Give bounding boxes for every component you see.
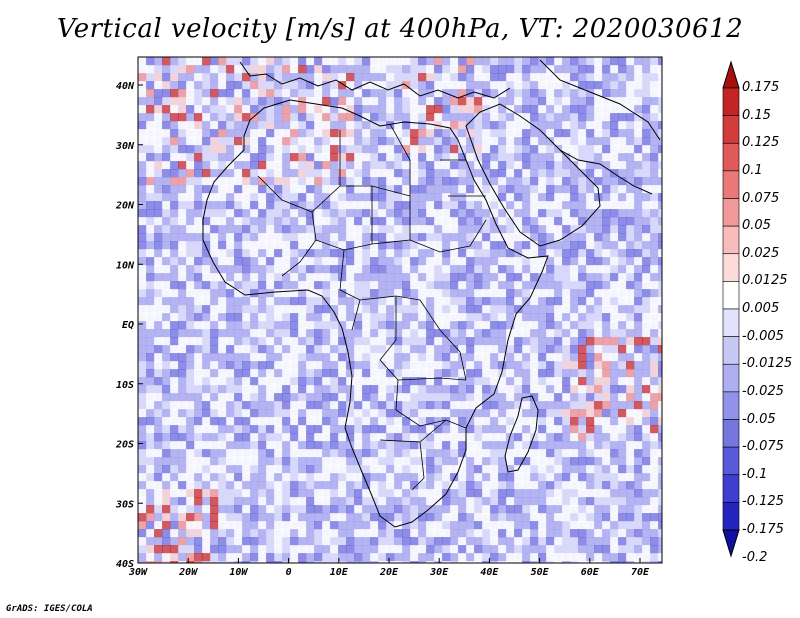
colorbar-level-label: 0.1	[742, 162, 763, 178]
europe-coastline	[239, 61, 511, 99]
colorbar-swatch	[722, 308, 740, 337]
colorbar-level-label: 0.075	[742, 190, 780, 206]
colorbar-level-label: -0.05	[742, 411, 776, 427]
lon-tick-label: 40E	[480, 567, 499, 578]
lat-tick-label: EQ	[122, 320, 134, 331]
colorbar-level-label: 0.005	[742, 301, 780, 316]
colorbar-swatch	[722, 281, 740, 310]
persian-gulf	[559, 149, 653, 195]
colorbar-swatch	[722, 198, 740, 227]
colorbar-swatch	[722, 336, 740, 365]
arabia-coastline	[465, 103, 601, 247]
lon-tick-label: 10W	[229, 567, 248, 578]
colorbar-swatch	[722, 87, 740, 116]
colorbar-level-label: 0.125	[742, 135, 780, 151]
colorbar-swatch	[722, 253, 740, 282]
country-borders	[257, 123, 487, 491]
lon-tick-label: 30E	[429, 567, 449, 578]
colorbar-level-label: -0.025	[742, 383, 784, 399]
lon-tick-label: 30W	[128, 567, 148, 578]
colorbar-level-label: -0.075	[742, 439, 784, 455]
colorbar-swatch	[722, 446, 740, 476]
vertical-velocity-field	[138, 57, 662, 563]
colorbar-level-label: 0.025	[742, 245, 780, 261]
asia-coastline	[539, 59, 661, 141]
colorbar-level-label: 0.175	[742, 80, 780, 95]
colorbar-swatch	[722, 363, 740, 393]
colorbar-level-label: 0.15	[742, 107, 771, 123]
map-title: Vertical velocity [m/s] at 400hPa, VT: 2…	[56, 14, 744, 44]
colorbar-top-arrow	[722, 60, 740, 89]
colorbar-swatch	[722, 225, 740, 255]
colorbar-swatch	[722, 115, 740, 144]
plot-frame	[137, 56, 663, 564]
colorbar-swatch	[722, 142, 740, 172]
colorbar-swatch	[722, 502, 740, 531]
lon-tick-label: 0	[286, 567, 292, 578]
africa-coastline	[202, 99, 549, 528]
lon-tick-label: 20E	[379, 567, 399, 578]
colorbar-level-label: -0.175	[742, 522, 784, 537]
colorbar-level-label: -0.1	[742, 466, 768, 482]
lat-tick-label: 30S	[115, 499, 134, 510]
colorbar	[722, 60, 740, 558]
grads-credit: GrADS: IGES/COLA	[6, 604, 93, 614]
colorbar-level-label: 0.0125	[742, 273, 788, 289]
colorbar-level-label: -0.2	[742, 549, 768, 565]
lat-tick-label: 40N	[116, 81, 135, 92]
coastlines-and-borders	[202, 59, 661, 528]
lon-tick-label: 50E	[531, 567, 550, 578]
colorbar-swatch	[722, 474, 740, 503]
colorbar-swatch	[722, 391, 740, 420]
longitude-ticks: 30W 20W 10W 0 10E 20E 30E 40E 50E 60E 70E	[128, 558, 650, 578]
colorbar-swatch	[722, 419, 740, 448]
lat-tick-label: 40S	[116, 559, 134, 570]
lon-tick-label: 70E	[631, 567, 650, 578]
colorbar-level-label: -0.005	[742, 328, 784, 344]
lat-tick-label: 20S	[115, 440, 134, 451]
lat-tick-label: 10S	[116, 380, 134, 391]
colorbar-level-label: -0.125	[742, 494, 784, 510]
lat-tick-label: 20N	[115, 201, 135, 212]
lon-tick-label: 20W	[178, 567, 198, 578]
colorbar-bottom-arrow	[722, 529, 740, 558]
madagascar-coastline	[504, 395, 539, 473]
colorbar-swatch	[722, 170, 740, 199]
lon-tick-label: 10E	[330, 567, 349, 578]
latitude-ticks: 40N 30N 20N 10N EQ 10S 20S 30S 40S	[115, 81, 143, 570]
colorbar-level-label: 0.05	[742, 218, 771, 234]
lat-tick-label: 10N	[116, 260, 135, 271]
lon-tick-label: 60E	[581, 567, 600, 578]
colorbar-level-label: -0.0125	[742, 356, 793, 372]
lat-tick-label: 30N	[115, 141, 135, 152]
